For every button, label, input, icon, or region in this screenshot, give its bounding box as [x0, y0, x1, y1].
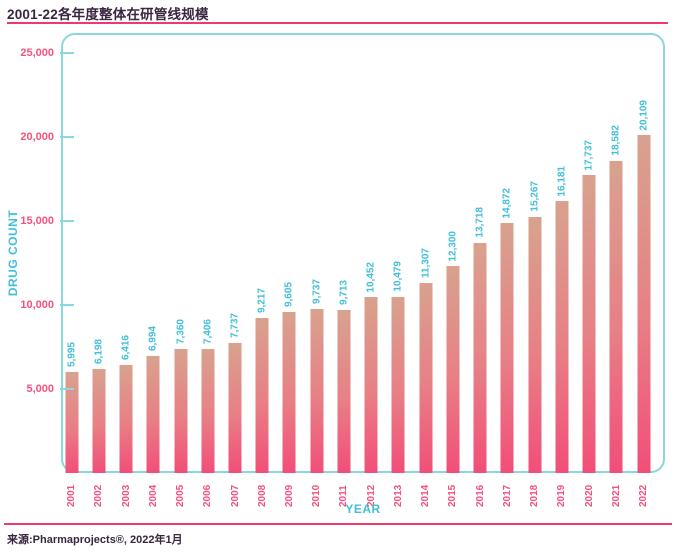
bar-2021 [609, 160, 623, 473]
y-tick-mark [60, 136, 74, 139]
bar-value-label-2022: 20,109 [638, 99, 650, 131]
bar-2013 [391, 297, 405, 473]
bar-value-label-2020: 17,737 [583, 139, 595, 171]
bar-value-label-2010: 9,737 [311, 279, 323, 305]
bar-slot-2011: 9,713 [330, 35, 357, 473]
x-axis-title: YEAR [345, 502, 381, 516]
bar-value-label-2018: 15,267 [529, 181, 541, 212]
bar-2001 [65, 372, 79, 473]
bar-2014 [419, 283, 433, 473]
bar-2018 [528, 216, 542, 473]
bar-slot-2020: 17,737 [575, 35, 602, 473]
bar-slot-2006: 7,406 [194, 35, 221, 473]
bar-value-label-2012: 10,452 [365, 261, 377, 293]
y-tick-mark [60, 304, 74, 307]
bar-value-label-2003: 6,416 [120, 335, 132, 361]
bar-2017 [500, 223, 514, 473]
bar-slot-2021: 18,582 [603, 35, 630, 473]
bar-2008 [255, 318, 269, 473]
page-title: 2001-22各年度整体在研管线规模 [7, 7, 209, 22]
bar-2020 [582, 175, 596, 473]
bar-slot-2013: 10,479 [385, 35, 412, 473]
bar-value-label-2015: 12,300 [447, 230, 459, 262]
bar-value-label-2013: 10,479 [392, 261, 404, 293]
bar-slot-2001: 5,995 [58, 35, 85, 473]
bar-value-label-2005: 7,360 [175, 319, 187, 345]
bar-value-label-2017: 14,872 [501, 187, 513, 219]
bar-value-label-2021: 18,582 [610, 125, 622, 156]
bar-value-label-2001: 5,995 [66, 342, 78, 368]
bar-slot-2007: 7,737 [221, 35, 248, 473]
bar-slot-2017: 14,872 [494, 35, 521, 473]
bar-slot-2022: 20,109 [630, 35, 657, 473]
y-tick-label-5000: 5,000 [26, 383, 54, 396]
bar-slot-2010: 9,737 [303, 35, 330, 473]
bar-value-label-2011: 9,713 [338, 279, 350, 305]
bar-slot-2018: 15,267 [521, 35, 548, 473]
bar-slot-2019: 16,181 [548, 35, 575, 473]
footer-divider [4, 523, 672, 525]
bar-slot-2014: 11,307 [412, 35, 439, 473]
bar-slot-2002: 6,198 [85, 35, 112, 473]
bar-2019 [555, 201, 569, 473]
y-tick-mark [60, 220, 74, 223]
bar-value-label-2006: 7,406 [202, 318, 214, 344]
bar-slot-2009: 9,605 [276, 35, 303, 473]
bar-value-label-2016: 13,718 [474, 207, 486, 238]
bar-2005 [174, 349, 188, 473]
bar-slot-2005: 7,360 [167, 35, 194, 473]
bar-value-label-2014: 11,307 [420, 248, 432, 279]
bar-value-label-2009: 9,605 [283, 281, 295, 307]
bar-2012 [364, 297, 378, 473]
bar-value-label-2002: 6,198 [93, 338, 105, 364]
bar-slot-2003: 6,416 [112, 35, 139, 473]
bar-value-label-2004: 6,994 [147, 325, 159, 351]
y-tick-label-25000: 25,000 [20, 47, 54, 60]
bar-slot-2008: 9,217 [249, 35, 276, 473]
y-tick-label-20000: 20,000 [20, 131, 54, 144]
bar-slot-2016: 13,718 [467, 35, 494, 473]
bar-2003 [119, 365, 133, 473]
y-tick-mark [60, 52, 74, 55]
bar-2007 [228, 343, 242, 473]
bar-value-label-2019: 16,181 [556, 165, 568, 197]
bar-slot-2015: 12,300 [439, 35, 466, 473]
bar-2009 [282, 311, 296, 473]
bar-2010 [310, 309, 324, 473]
title-divider [7, 22, 668, 24]
bar-value-label-2007: 7,737 [229, 313, 241, 339]
bar-2006 [201, 348, 215, 473]
bar-2002 [92, 368, 106, 473]
bar-2022 [637, 135, 651, 473]
y-tick-label-10000: 10,000 [20, 299, 54, 312]
bar-slot-2004: 6,994 [140, 35, 167, 473]
bars-layer: 5,995 6,198 6,416 6,994 7,360 7,406 7,737 9,217… [58, 35, 657, 473]
bar-2015 [446, 266, 460, 473]
bar-slot-2012: 10,452 [358, 35, 385, 473]
source-note: 来源:Pharmaprojects®, 2022年1月 [7, 534, 183, 546]
y-tick-label-15000: 15,000 [20, 215, 54, 228]
y-tick-mark [60, 388, 74, 391]
bar-2016 [473, 242, 487, 473]
bar-2011 [337, 309, 351, 473]
bar-value-label-2008: 9,217 [256, 288, 268, 314]
bar-2004 [146, 355, 160, 473]
